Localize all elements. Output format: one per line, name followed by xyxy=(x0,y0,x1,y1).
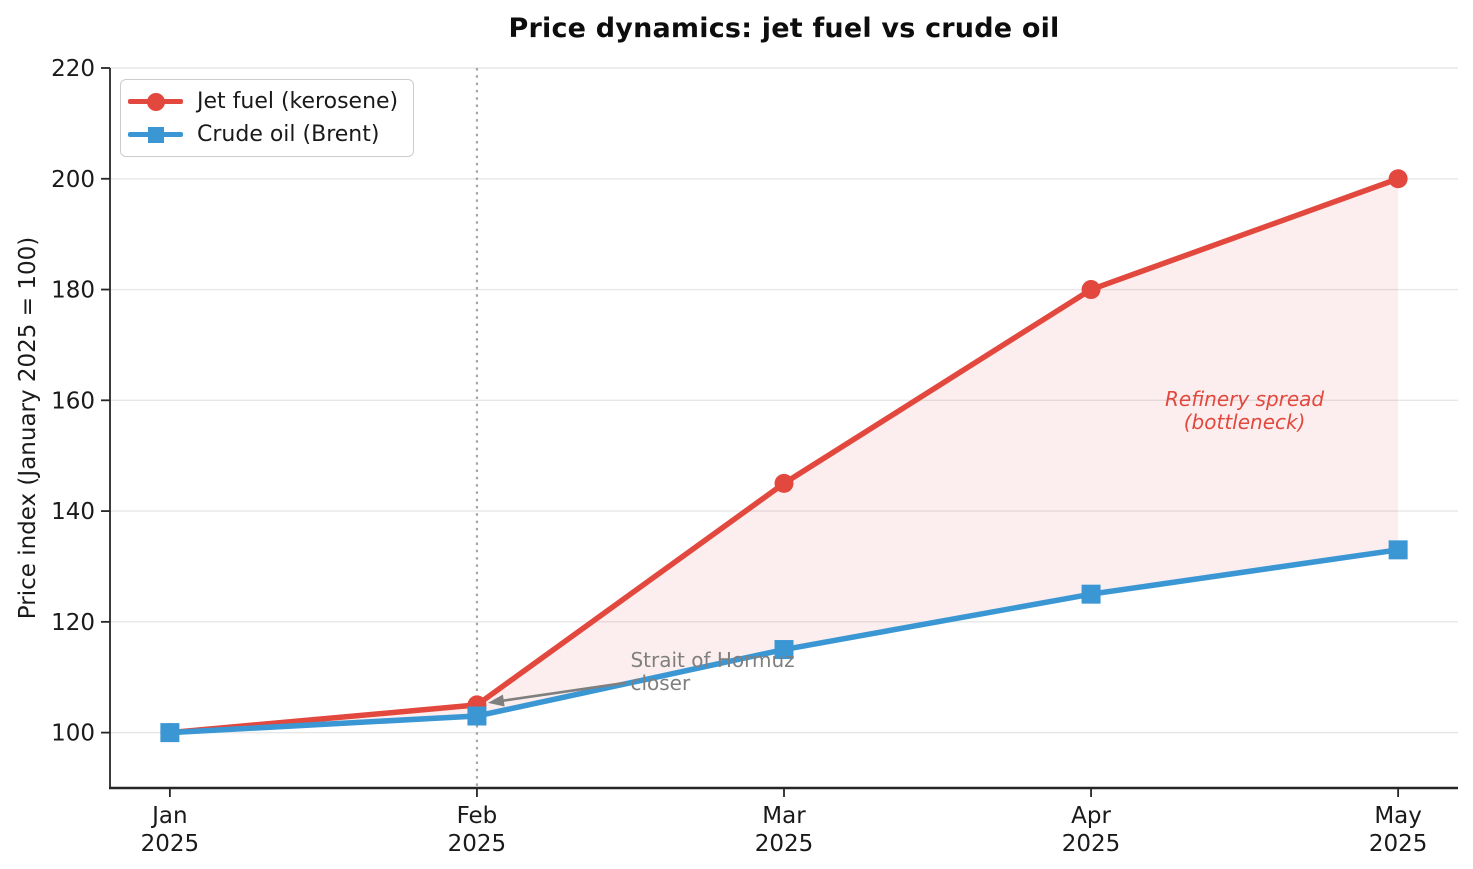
x-tick-label-year: 2025 xyxy=(755,831,814,857)
data-point-marker xyxy=(467,706,487,726)
legend: Jet fuel (kerosene) Crude oil (Brent) xyxy=(120,79,415,157)
jet-fuel-line-marker-icon xyxy=(128,92,183,112)
x-tick-label-month: Mar xyxy=(762,803,806,829)
annotation-arrowhead xyxy=(487,694,505,707)
data-point-marker xyxy=(774,640,794,660)
annotation-arrow-line xyxy=(497,681,627,703)
y-tick-label: 220 xyxy=(51,56,95,82)
y-tick-label: 140 xyxy=(51,499,95,525)
y-tick-label: 180 xyxy=(51,278,95,304)
y-tick-label: 200 xyxy=(51,167,95,193)
x-tick-label-year: 2025 xyxy=(1369,831,1428,857)
x-tick-label-month: May xyxy=(1374,803,1422,829)
data-point-marker xyxy=(774,473,794,493)
annotation-strait-of-hormuz: Strait of Hormuz closer xyxy=(630,647,795,695)
y-tick-label: 160 xyxy=(51,388,95,414)
square-marker-icon xyxy=(147,126,164,143)
x-tick-label-year: 2025 xyxy=(1062,831,1121,857)
y-tick-label: 100 xyxy=(51,721,95,747)
chart-title: Price dynamics: jet fuel vs crude oil xyxy=(508,13,1060,44)
crude-oil-line-marker-icon xyxy=(128,125,183,145)
annotation-refinery-spread: Refinery spread (bottleneck) xyxy=(1165,387,1325,435)
data-point-marker xyxy=(1388,169,1408,189)
x-tick-label-month: Apr xyxy=(1071,803,1111,829)
legend-item-crude-oil: Crude oil (Brent) xyxy=(128,118,398,151)
x-tick-label-month: Jan xyxy=(150,803,187,829)
x-tick-label-year: 2025 xyxy=(141,831,200,857)
x-tick-label-year: 2025 xyxy=(448,831,507,857)
y-axis-label: Price index (January 2025 = 100) xyxy=(15,236,41,620)
legend-item-jet-fuel: Jet fuel (kerosene) xyxy=(128,85,398,118)
legend-label-jet-fuel: Jet fuel (kerosene) xyxy=(197,89,399,114)
legend-label-crude-oil: Crude oil (Brent) xyxy=(197,122,380,147)
data-point-marker xyxy=(1081,584,1101,604)
data-point-marker xyxy=(1388,540,1408,560)
data-point-marker xyxy=(160,723,180,743)
circle-marker-icon xyxy=(146,92,165,111)
y-tick-label: 120 xyxy=(51,610,95,636)
x-tick-label-month: Feb xyxy=(457,803,498,829)
data-point-marker xyxy=(1081,280,1101,300)
